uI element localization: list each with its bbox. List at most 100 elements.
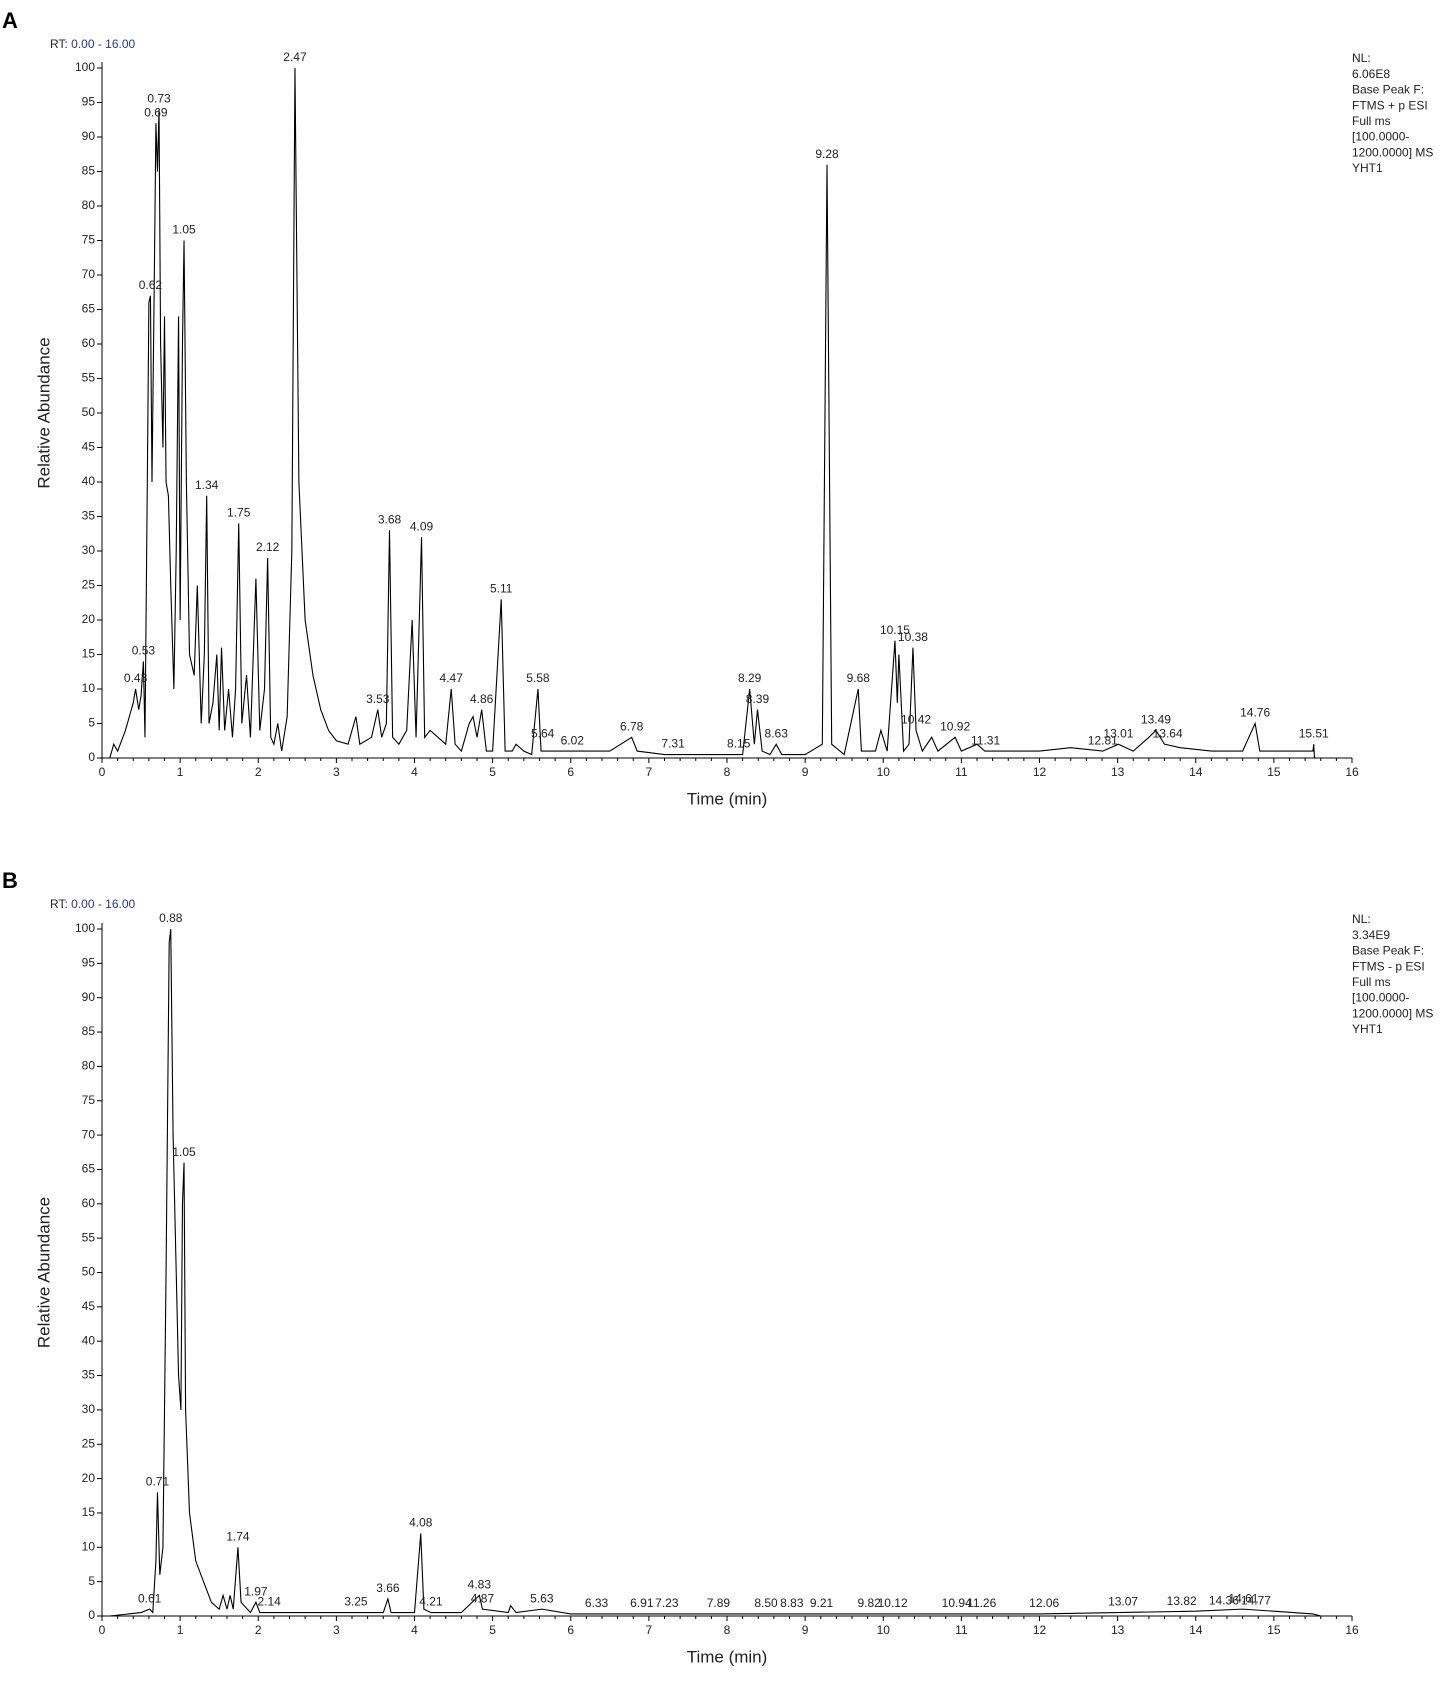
- y-tick-label: 100: [75, 921, 95, 935]
- x-tick-label: 2: [255, 1623, 262, 1637]
- x-tick-label: 11: [955, 765, 968, 779]
- y-tick-label: 45: [82, 440, 96, 454]
- peak-label: 2.12: [256, 540, 280, 554]
- peak-label: 13.07: [1108, 1595, 1138, 1609]
- x-tick-label: 0: [99, 765, 106, 779]
- x-tick-label: 4: [411, 765, 418, 779]
- rt-label: RT: 0.00 - 16.00: [50, 37, 136, 51]
- y-tick-label: 70: [82, 267, 96, 281]
- peak-label: 0.69: [144, 105, 168, 119]
- y-tick-label: 85: [82, 164, 96, 178]
- peak-label: 14.77: [1241, 1593, 1271, 1607]
- peak-label: 10.12: [878, 1596, 908, 1610]
- x-tick-label: 8: [724, 1623, 731, 1637]
- peak-label: 10.42: [901, 713, 931, 727]
- y-tick-label: 25: [82, 1436, 96, 1450]
- x-tick-label: 10: [877, 765, 891, 779]
- info-line: [100.0000-: [1352, 130, 1409, 144]
- y-tick-label: 15: [82, 1505, 96, 1519]
- x-tick-label: 11: [955, 1623, 968, 1637]
- peak-label: 13.01: [1103, 726, 1133, 740]
- y-tick-label: 55: [82, 371, 96, 385]
- y-tick-label: 95: [82, 956, 96, 970]
- peak-label: 2.47: [283, 50, 307, 64]
- x-tick-label: 5: [489, 1623, 496, 1637]
- y-tick-label: 35: [82, 509, 96, 523]
- x-tick-label: 3: [333, 765, 340, 779]
- info-line: Full ms: [1352, 975, 1391, 989]
- y-tick-label: 80: [82, 1059, 96, 1073]
- y-tick-label: 40: [82, 474, 96, 488]
- y-tick-label: 30: [82, 543, 96, 557]
- peak-label: 1.74: [226, 1529, 250, 1543]
- info-line: NL:: [1352, 51, 1371, 65]
- peak-label: 1.75: [227, 506, 251, 520]
- peak-label: 13.64: [1153, 726, 1183, 740]
- x-tick-label: 3: [333, 1623, 340, 1637]
- peak-label: 9.21: [810, 1596, 834, 1610]
- peak-label: 9.68: [847, 671, 871, 685]
- y-axis-title: Relative Abundance: [34, 1197, 53, 1348]
- y-tick-label: 25: [82, 578, 96, 592]
- y-tick-label: 60: [82, 1196, 96, 1210]
- rt-prefix: RT:: [50, 37, 68, 51]
- info-line: YHT1: [1352, 1022, 1383, 1036]
- peak-label: 0.53: [132, 644, 156, 658]
- peak-label: 0.73: [147, 92, 171, 106]
- peak-label: 10.92: [940, 719, 970, 733]
- x-tick-label: 1: [177, 1623, 184, 1637]
- chromatogram-trace: [109, 67, 1316, 759]
- info-line: 3.34E9: [1352, 928, 1390, 942]
- peak-label: 3.53: [366, 692, 390, 706]
- y-tick-label: 90: [82, 990, 96, 1004]
- x-axis-title: Time (min): [687, 789, 768, 808]
- panel-label: B: [2, 868, 18, 893]
- y-tick-label: 20: [82, 612, 96, 626]
- peak-label: 5.64: [531, 726, 555, 740]
- peak-label: 12.06: [1029, 1596, 1059, 1610]
- x-tick-label: 9: [802, 765, 809, 779]
- y-tick-label: 5: [88, 716, 95, 730]
- info-line: 6.06E8: [1352, 67, 1390, 81]
- peak-label: 0.62: [139, 278, 163, 292]
- peak-label: 9.82: [858, 1596, 882, 1610]
- x-tick-label: 15: [1267, 765, 1281, 779]
- peak-label: 14.61: [1228, 1591, 1258, 1605]
- x-tick-label: 8: [724, 765, 731, 779]
- x-tick-label: 15: [1267, 1623, 1281, 1637]
- x-tick-label: 6: [567, 765, 574, 779]
- peak-label: 6.91: [630, 1596, 654, 1610]
- peak-label: 8.50: [754, 1596, 778, 1610]
- peak-label: 13.49: [1141, 713, 1171, 727]
- info-line: [100.0000-: [1352, 991, 1409, 1005]
- y-tick-label: 5: [88, 1574, 95, 1588]
- info-line: NL:: [1352, 912, 1371, 926]
- x-tick-label: 6: [567, 1623, 574, 1637]
- peak-label: 0.61: [138, 1591, 162, 1605]
- y-tick-label: 45: [82, 1299, 96, 1313]
- peak-label: 6.33: [585, 1596, 609, 1610]
- x-tick-label: 0: [99, 1623, 106, 1637]
- info-line: YHT1: [1352, 161, 1383, 175]
- y-tick-label: 0: [88, 750, 95, 764]
- peak-label: 3.25: [344, 1595, 368, 1609]
- x-tick-label: 9: [802, 1623, 809, 1637]
- y-tick-label: 95: [82, 95, 96, 109]
- x-tick-label: 5: [489, 765, 496, 779]
- y-tick-label: 90: [82, 129, 96, 143]
- peak-label: 7.31: [661, 737, 685, 751]
- peak-label: 8.39: [746, 692, 770, 706]
- peak-label: 3.66: [376, 1581, 400, 1595]
- peak-label: 14.76: [1240, 706, 1270, 720]
- x-tick-label: 7: [646, 1623, 653, 1637]
- peak-label: 4.08: [409, 1516, 433, 1530]
- peak-label: 1.97: [244, 1584, 268, 1598]
- y-tick-label: 10: [82, 1539, 96, 1553]
- y-tick-label: 15: [82, 647, 96, 661]
- peak-label: 1.34: [195, 478, 219, 492]
- peak-label: 7.23: [655, 1596, 679, 1610]
- x-tick-label: 2: [255, 765, 262, 779]
- y-tick-label: 70: [82, 1127, 96, 1141]
- peak-label: 4.86: [470, 692, 494, 706]
